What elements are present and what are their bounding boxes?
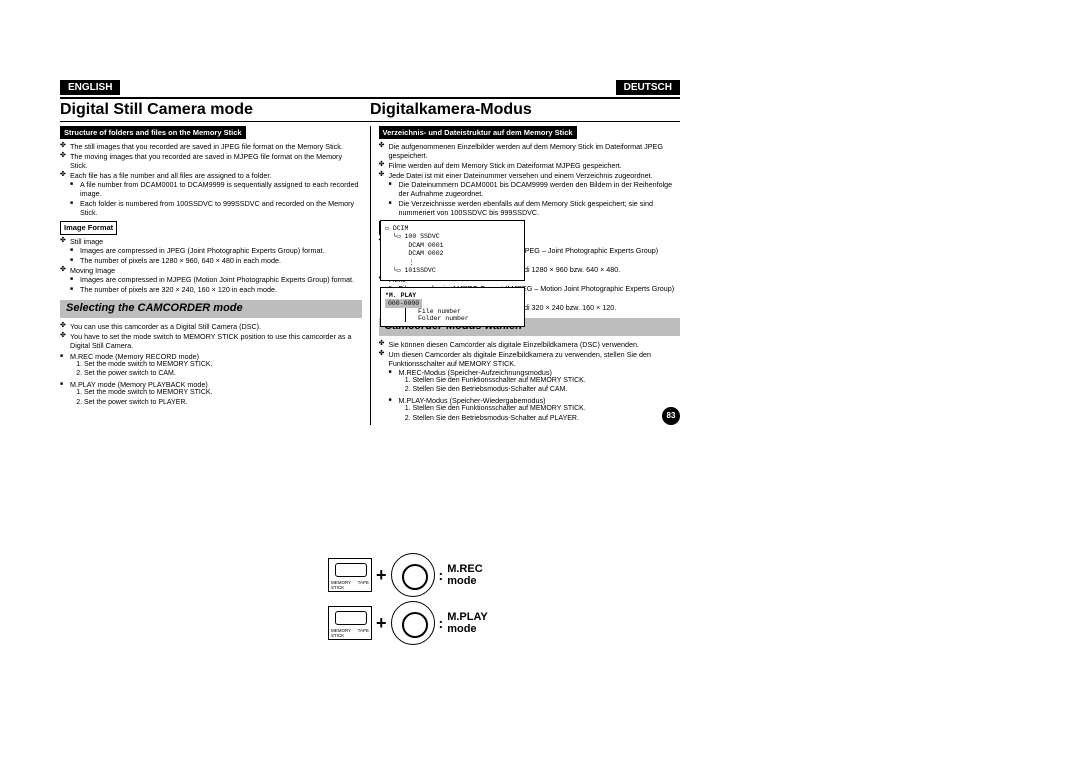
title-de: Digitalkamera-Modus (370, 101, 680, 119)
en-b1: The still images that you recorded are s… (60, 142, 362, 151)
de-mplay1: Stellen Sie den Funktionsschalter auf ME… (413, 405, 681, 414)
col-english: Structure of folders and files on the Me… (60, 126, 370, 425)
filenumber-box: *M. PLAY 000-0000 File number Folder num… (380, 287, 525, 327)
plus-icon: + (376, 613, 387, 634)
en-mrec: M.REC mode (Memory RECORD mode) Set the … (60, 352, 362, 380)
colon-icon: : (439, 615, 444, 631)
lang-badge-de: DEUTSCH (616, 80, 680, 95)
de-b3b: Die Verzeichnisse werden ebenfalls auf d… (389, 199, 681, 217)
de-mrec2: Stellen Sie den Betriebsmodus-Schalter a… (413, 386, 681, 395)
de-b2: Filme werden auf dem Memory Stick im Dat… (379, 161, 681, 170)
en-si1: Images are compressed in JPEG (Joint Pho… (70, 246, 362, 255)
language-row: ENGLISH DEUTSCH (60, 80, 680, 95)
en-mrec2: Set the power switch to CAM. (84, 370, 362, 379)
title-row: Digital Still Camera mode Digitalkamera-… (60, 97, 680, 122)
mode-switch-icon: MEMORYSTICKTAPE (328, 558, 372, 592)
en-b3a: A file number from DCAM0001 to DCAM9999 … (70, 180, 362, 198)
power-dial-icon (391, 601, 435, 645)
mode-switch-icon: MEMORYSTICKTAPE (328, 606, 372, 640)
de-b3: Jede Datei ist mit einer Dateinummer ver… (379, 171, 681, 217)
lang-badge-en: ENGLISH (60, 80, 120, 95)
band-en: Selecting the CAMCORDER mode (60, 300, 362, 318)
power-dial-icon (391, 553, 435, 597)
mrec-row: MEMORYSTICKTAPE + : M.RECmode (328, 553, 538, 597)
manual-page: ENGLISH DEUTSCH Digital Still Camera mod… (60, 80, 680, 425)
en-mi: Moving Image Images are compressed in MJ… (60, 266, 362, 294)
plus-icon: + (376, 565, 387, 586)
de-b1: Die aufgenommenen Einzelbilder werden au… (379, 142, 681, 160)
columns: Structure of folders and files on the Me… (60, 126, 680, 425)
mplay-row: MEMORYSTICKTAPE + : M.PLAYmode (328, 601, 538, 645)
struct-head-en: Structure of folders and files on the Me… (60, 126, 246, 139)
en-mi1: Images are compressed in MJPEG (Motion J… (70, 275, 362, 284)
struct-head-de: Verzeichnis- und Dateistruktur auf dem M… (379, 126, 577, 139)
mrec-label: M.RECmode (447, 563, 482, 587)
en-si2: The number of pixels are 1280 × 960, 640… (70, 256, 362, 265)
en-mrec1: Set the mode switch to MEMORY STICK. (84, 361, 362, 370)
en-mplay: M.PLAY mode (Memory PLAYBACK mode) Set t… (60, 380, 362, 408)
en-s1: You can use this camcorder as a Digital … (60, 322, 362, 331)
en-si: Still image Images are compressed in JPE… (60, 237, 362, 265)
page-number: 83 (662, 407, 680, 425)
title-en: Digital Still Camera mode (60, 101, 370, 119)
de-mrec1: Stellen Sie den Funktionsschalter auf ME… (413, 377, 681, 386)
en-mplay2: Set the power switch to PLAYER. (84, 399, 362, 408)
en-b3b: Each folder is numbered from 100SSDVC to… (70, 199, 362, 217)
img-format-en: Image Format (60, 221, 117, 234)
de-mrec: M.REC-Modus (Speicher-Aufzeichnungsmodus… (389, 368, 681, 396)
en-b2: The moving images that you recorded are … (60, 152, 362, 170)
de-s2: Um diesen Camcorder als digitale Einzelb… (379, 350, 681, 424)
en-mplay1: Set the mode switch to MEMORY STICK. (84, 389, 362, 398)
en-b3: Each file has a file number and all file… (60, 171, 362, 217)
de-b3a: Die Dateinummern DCAM0001 bis DCAM9999 w… (389, 180, 681, 198)
de-mplay2: Stellen Sie den Betriebsmodus-Schalter a… (413, 415, 681, 424)
colon-icon: : (439, 567, 444, 583)
mplay-label: M.PLAYmode (447, 611, 488, 635)
de-s1: Sie können diesen Camcorder als digitale… (379, 340, 681, 349)
en-s2: You have to set the mode switch to MEMOR… (60, 332, 362, 350)
mode-figures: MEMORYSTICKTAPE + : M.RECmode MEMORYSTIC… (328, 553, 538, 649)
folder-tree: ▭ DCIM └▭ 100 SSDVC DCAM 0001 DCAM 0002 … (380, 220, 525, 281)
de-mplay: M.PLAY-Modus (Speicher-Wiedergabemodus) … (389, 396, 681, 424)
center-figures: ▭ DCIM └▭ 100 SSDVC DCAM 0001 DCAM 0002 … (380, 220, 525, 327)
en-mi2: The number of pixels are 320 × 240, 160 … (70, 285, 362, 294)
